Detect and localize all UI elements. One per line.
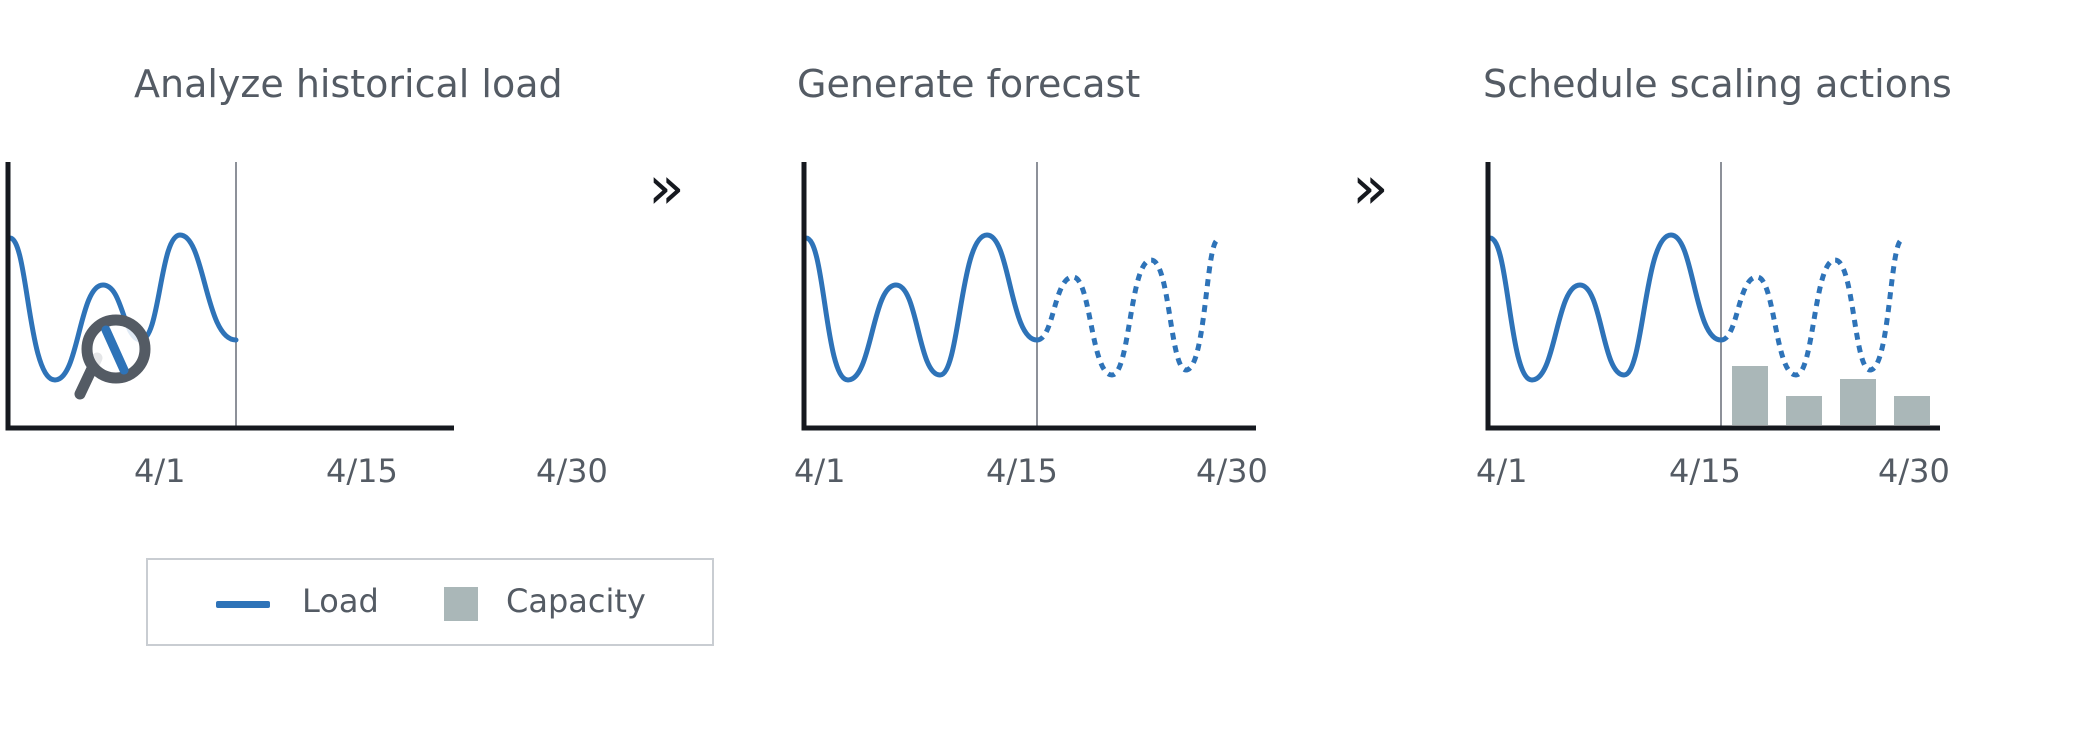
capacity-bar — [1732, 366, 1768, 425]
x-tick-start: 4/1 — [1476, 452, 1528, 490]
load-line — [1487, 232, 1724, 383]
x-tick-start: 4/1 — [794, 452, 846, 490]
forecast-line — [1720, 237, 1905, 378]
scaling-schedule-chart — [1485, 162, 1940, 431]
capacity-bar — [1840, 379, 1876, 425]
load-line — [803, 232, 1040, 383]
legend-capacity-label: Capacity — [506, 582, 646, 620]
x-tick-end: 4/30 — [536, 452, 608, 490]
panel-title-forecast: Generate forecast — [797, 62, 1141, 106]
axes — [801, 162, 1256, 431]
x-tick-start: 4/1 — [134, 452, 186, 490]
step-arrow-icon: » — [648, 153, 685, 223]
x-tick-mid: 4/15 — [986, 452, 1058, 490]
step-arrow-icon: » — [1352, 153, 1389, 223]
axes — [1485, 162, 1940, 431]
historical-load-chart — [5, 162, 454, 431]
panel-title-analyze: Analyze historical load — [134, 62, 563, 106]
legend-load-label: Load — [302, 582, 379, 620]
panel-title-schedule: Schedule scaling actions — [1483, 62, 1952, 106]
legend: Load Capacity — [146, 558, 714, 646]
capacity-swatch — [444, 587, 478, 621]
forecast-chart — [801, 162, 1256, 431]
x-tick-end: 4/30 — [1196, 452, 1268, 490]
x-tick-mid: 4/15 — [326, 452, 398, 490]
forecast-line — [1036, 237, 1221, 378]
magnifier-icon — [74, 314, 151, 400]
capacity-bar — [1894, 396, 1930, 425]
x-tick-end: 4/30 — [1878, 452, 1950, 490]
load-swatch — [216, 601, 270, 608]
x-tick-mid: 4/15 — [1669, 452, 1741, 490]
capacity-bar — [1786, 396, 1822, 425]
load-line — [7, 232, 239, 383]
axes — [5, 162, 454, 431]
capacity-bars — [1732, 366, 1930, 425]
